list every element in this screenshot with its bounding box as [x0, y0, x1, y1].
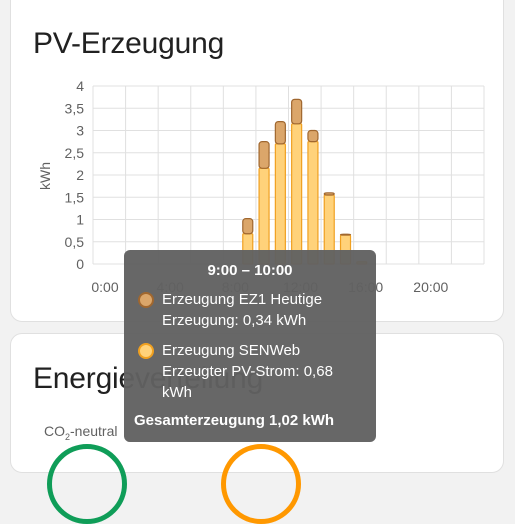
tooltip-row-senweb: Erzeugung SENWeb Erzeugter PV-Strom: 0,6… — [134, 340, 366, 403]
chart-tooltip: 9:00 – 10:00 Erzeugung EZ1 Heutige Erzeu… — [124, 250, 376, 442]
tooltip-title: 9:00 – 10:00 — [207, 262, 293, 279]
bar-ez1[interactable] — [242, 218, 254, 235]
y-tick-label: 3,5 — [65, 100, 85, 116]
y-tick-label: 2 — [76, 167, 84, 183]
y-tick-label: 1,5 — [65, 189, 85, 205]
y-tick-label: 2,5 — [65, 145, 85, 161]
y-axis-labels: 0 0,5 1 1,5 2 2,5 3 3,5 4 — [65, 78, 85, 272]
bar-ez1[interactable] — [339, 233, 352, 236]
x-tick-label: 0:00 — [91, 279, 118, 295]
co2-neutral-ring[interactable] — [47, 444, 127, 524]
bar-ez1[interactable] — [291, 98, 303, 125]
y-tick-label: 4 — [76, 78, 84, 94]
y-tick-label: 0 — [76, 256, 84, 272]
solar-ring[interactable] — [221, 444, 301, 524]
y-axis-title: kWh — [37, 162, 53, 190]
x-tick-label: 20:00 — [413, 279, 448, 295]
tooltip-senweb-line3: kWh — [162, 384, 192, 401]
y-tick-label: 1 — [76, 212, 84, 228]
tooltip-senweb-line2: Erzeugter PV-Strom: 0,68 — [162, 363, 333, 380]
senweb-legend-dot-icon — [138, 343, 154, 359]
bar-senweb[interactable] — [291, 123, 303, 265]
chart-bars[interactable] — [242, 98, 368, 265]
bar-ez1[interactable] — [307, 129, 319, 143]
bar-senweb[interactable] — [307, 141, 319, 265]
bar-ez1[interactable] — [323, 192, 335, 196]
ez1-legend-dot-icon — [138, 292, 154, 308]
tooltip-row-ez1: Erzeugung EZ1 Heutige Erzeugung: 0,34 kW… — [134, 289, 366, 331]
bar-senweb[interactable] — [274, 143, 286, 265]
co2-neutral-label: CO2-neutral — [44, 423, 118, 442]
tooltip-ez1-line1: Erzeugung EZ1 Heutige — [162, 291, 323, 308]
tooltip-ez1-line2: Erzeugung: 0,34 kWh — [162, 312, 307, 329]
y-tick-label: 3 — [76, 123, 84, 139]
chart-grid — [92, 85, 485, 265]
bar-ez1[interactable] — [274, 120, 286, 145]
pv-card-title: PV-Erzeugung — [33, 27, 225, 60]
bar-ez1[interactable] — [258, 141, 270, 169]
y-tick-label: 0,5 — [65, 234, 85, 250]
tooltip-senweb-line1: Erzeugung SENWeb — [162, 342, 301, 359]
tooltip-total: Gesamterzeugung 1,02 kWh — [134, 412, 335, 429]
